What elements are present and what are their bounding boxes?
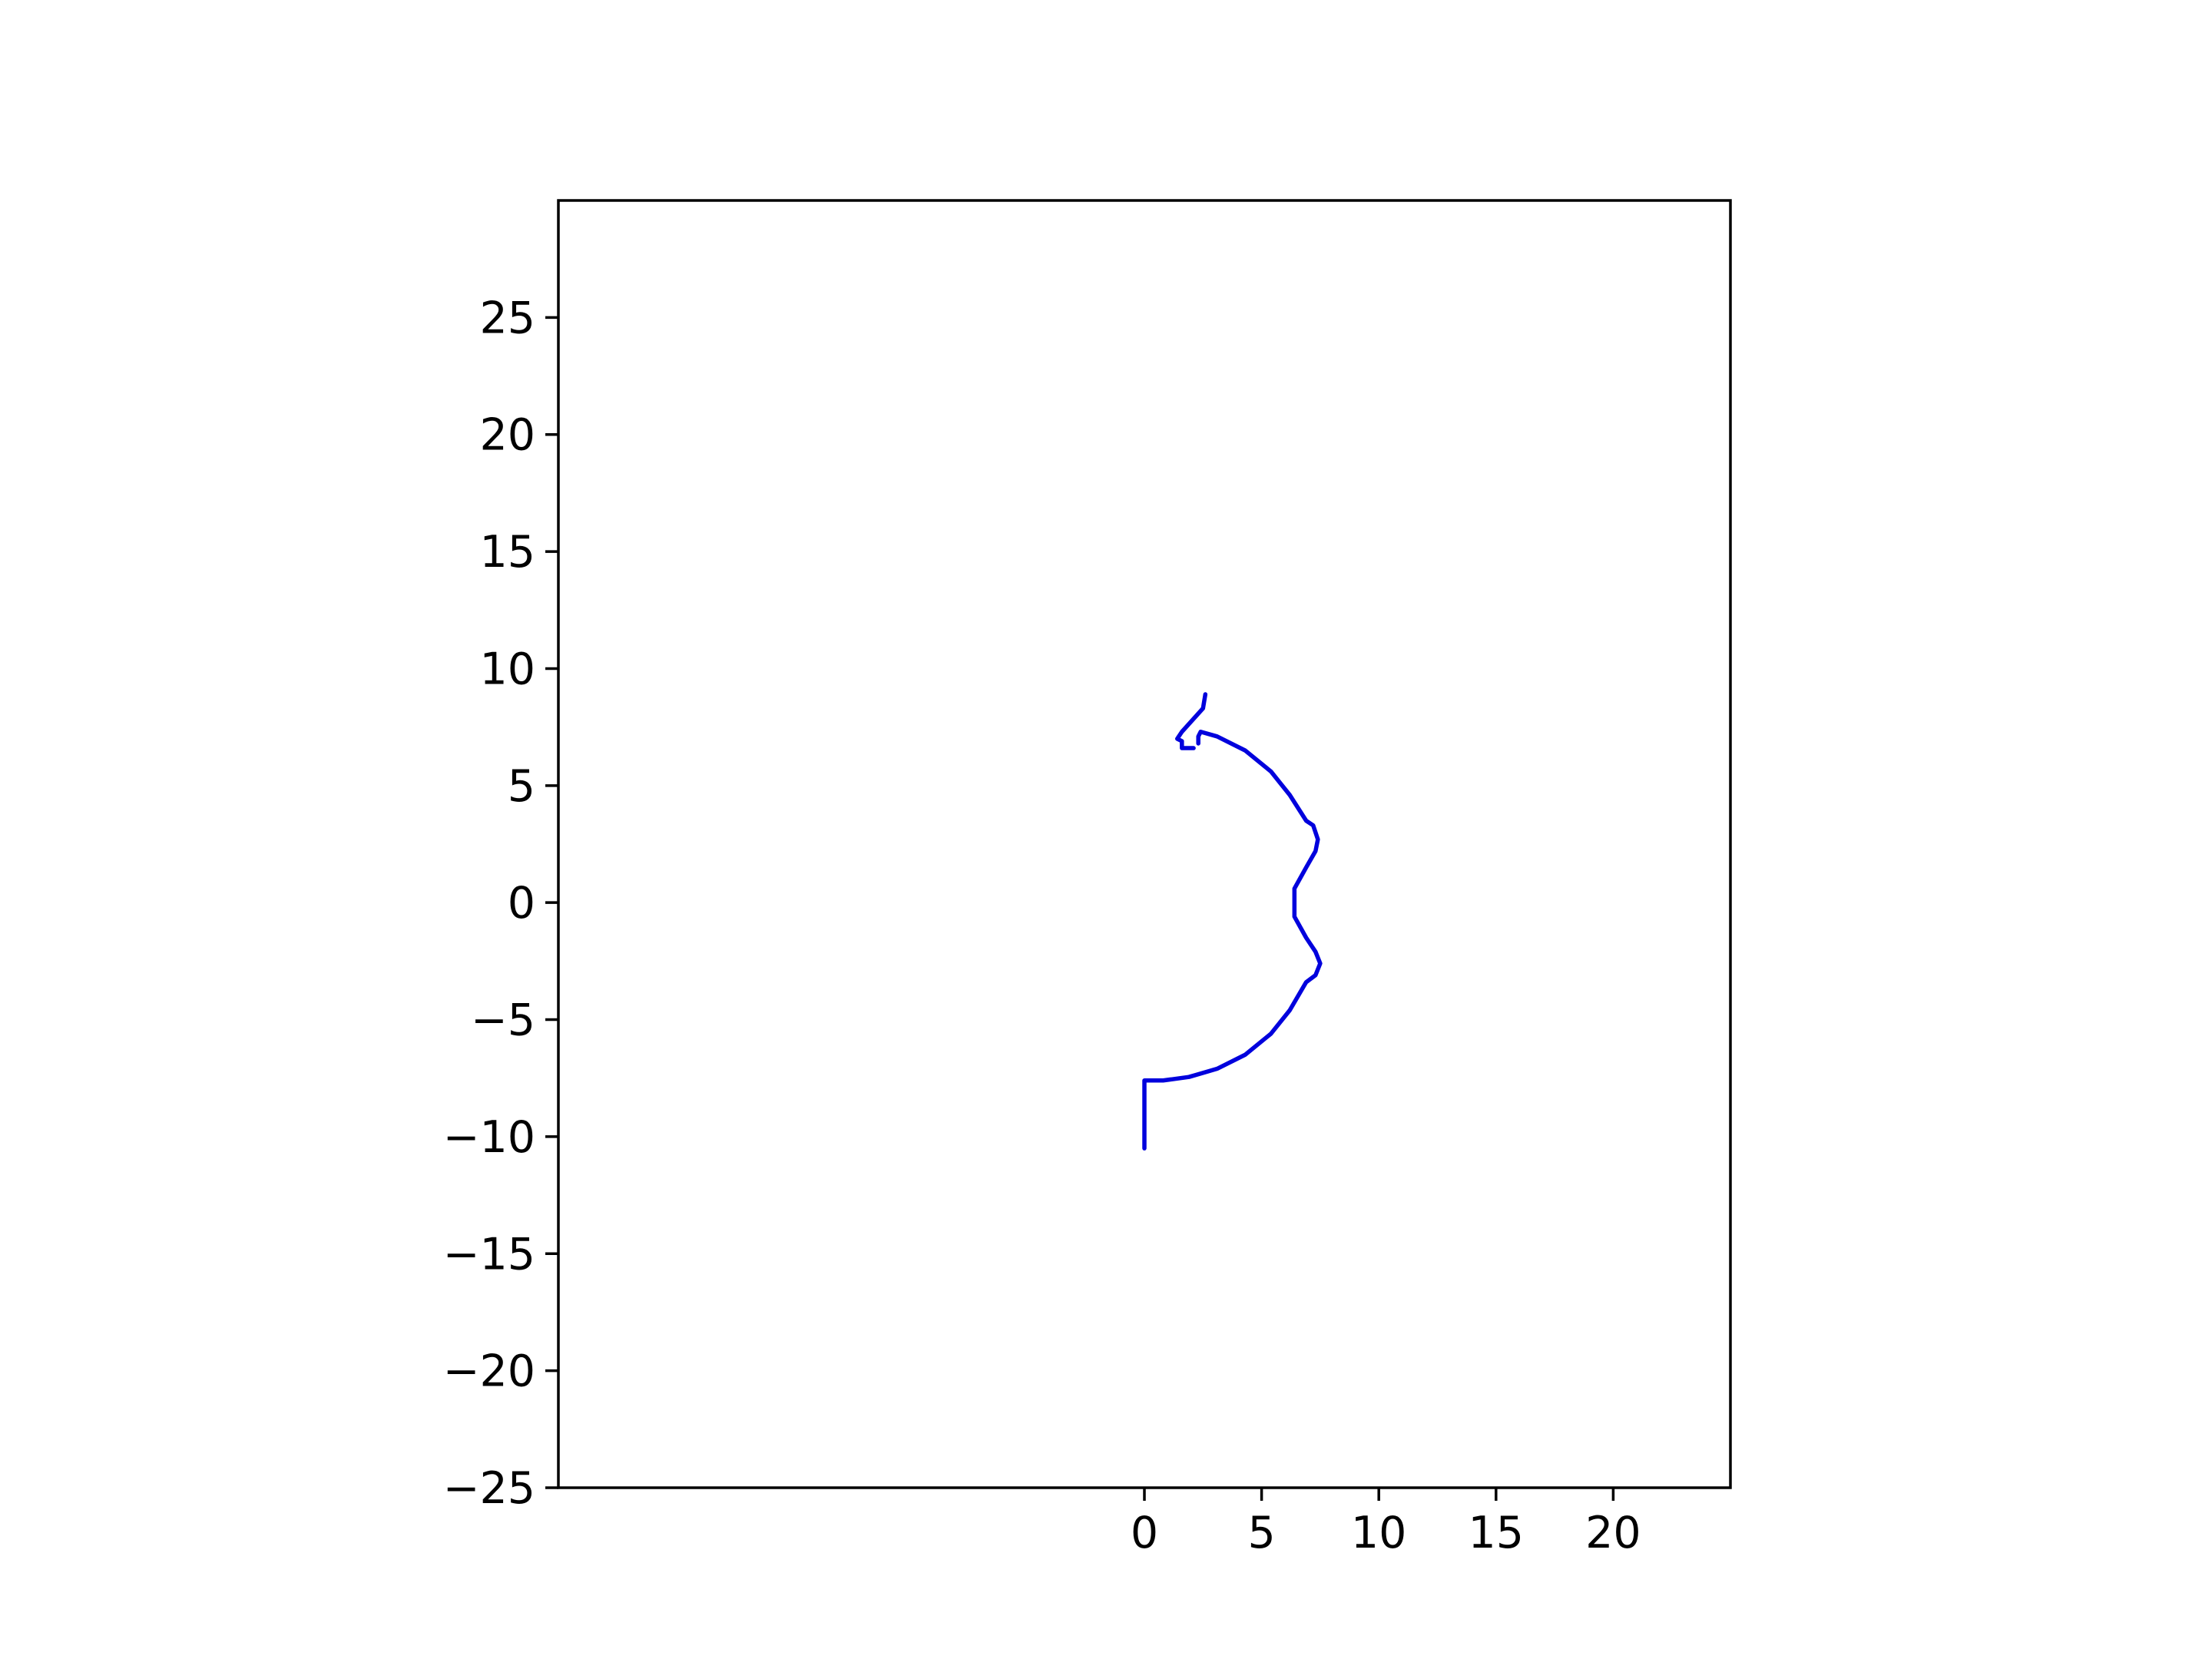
y-axis: −25 −20 −15 −10 −5 0 5 10 15 20 25 bbox=[443, 293, 558, 1514]
series-line-1 bbox=[1142, 729, 1323, 1151]
x-tick-label: 20 bbox=[1585, 1508, 1641, 1558]
series-line-2 bbox=[1174, 692, 1208, 750]
y-tick-label: 5 bbox=[508, 761, 535, 812]
y-tick-label: −25 bbox=[443, 1463, 535, 1514]
x-tick-label: 15 bbox=[1469, 1508, 1525, 1558]
y-tick-label: 20 bbox=[479, 410, 535, 461]
x-tick-label: 5 bbox=[1247, 1508, 1275, 1558]
y-tick-label: −5 bbox=[471, 995, 535, 1046]
series-layer bbox=[1142, 692, 1323, 1151]
y-tick-label: 10 bbox=[479, 644, 535, 694]
x-axis: 0 5 10 15 20 bbox=[1131, 1488, 1641, 1558]
y-tick-label: 0 bbox=[508, 878, 535, 929]
x-tick-label: 0 bbox=[1131, 1508, 1158, 1558]
x-tick-label: 10 bbox=[1351, 1508, 1407, 1558]
y-tick-label: 15 bbox=[479, 527, 535, 578]
y-tick-label: −20 bbox=[443, 1346, 535, 1397]
y-tick-label: −15 bbox=[443, 1229, 535, 1280]
y-tick-label: −10 bbox=[443, 1112, 535, 1163]
y-tick-label: 25 bbox=[479, 293, 535, 343]
